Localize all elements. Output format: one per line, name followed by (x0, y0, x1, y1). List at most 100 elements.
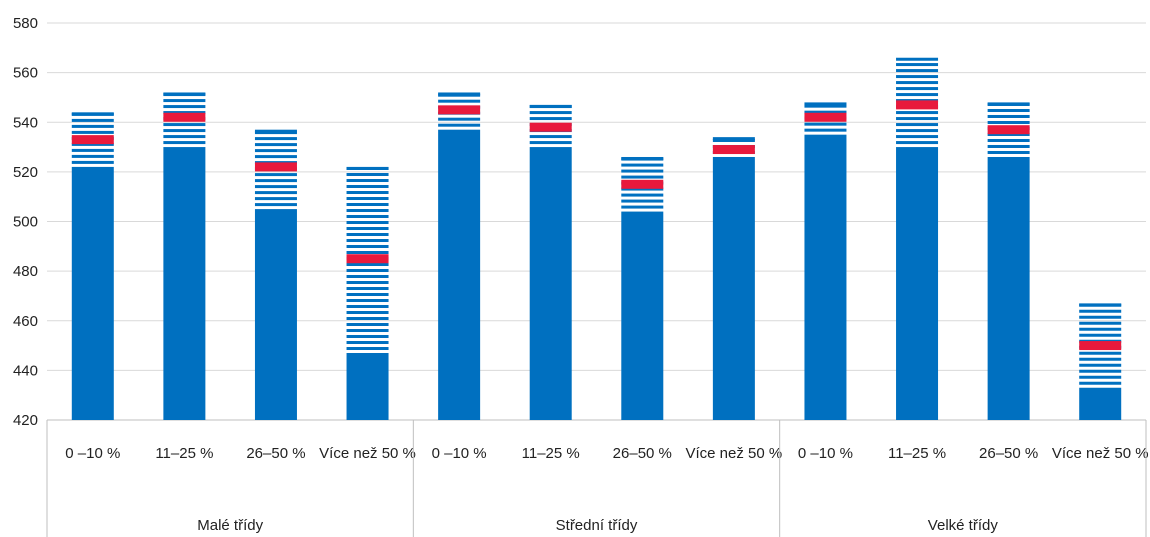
bar-cap (987, 102, 1030, 106)
bar-stripe (1079, 363, 1122, 367)
bar-solid (804, 134, 847, 420)
bar-stripe (254, 137, 297, 141)
x-axis: 0 –10 % 11–25 % 26–50 % Více než 50 % Malé t… (46, 420, 1149, 537)
bar-stripe (346, 239, 389, 243)
bar-stripe (163, 99, 206, 103)
bar-stripe (346, 305, 389, 309)
bar-stripe (621, 187, 664, 191)
bar-stripe (163, 135, 206, 139)
bar-stripe (254, 155, 297, 159)
bar-stripe (346, 191, 389, 195)
bar-stripe (804, 110, 847, 114)
bar-stripe (163, 105, 206, 109)
bar-stripe (896, 141, 939, 145)
bar-stripe (987, 120, 1030, 124)
y-tick-label: 420 (13, 412, 38, 429)
bar-stripe (1079, 351, 1122, 355)
bar-stripe (621, 199, 664, 203)
x-category-label: 26–50 % (613, 445, 672, 462)
bar-stripe (804, 122, 847, 126)
bar-stripe (804, 128, 847, 132)
x-category-label: Více než 50 % (686, 445, 783, 462)
bar-stripe (1079, 369, 1122, 373)
gridlines (47, 22, 1146, 421)
bar-stripe (254, 185, 297, 189)
bar-stripe (71, 130, 114, 134)
bar-stripe (1079, 321, 1122, 325)
bar-solid (71, 166, 114, 420)
mean-marker (621, 179, 664, 189)
y-tick-label: 520 (13, 164, 38, 181)
bar-cap (254, 129, 297, 133)
bar-solid (712, 156, 755, 421)
bar-stripe (346, 299, 389, 303)
bar-cap (438, 92, 481, 96)
bar-stripe (896, 129, 939, 133)
x-category-label: 26–50 % (979, 445, 1038, 462)
bar-cap (529, 104, 572, 108)
y-tick-label: 440 (13, 362, 38, 379)
bar-stripe (987, 114, 1030, 118)
bar-stripe (346, 197, 389, 201)
bar-stripe (254, 203, 297, 207)
bar-stripe (896, 111, 939, 115)
bar-stripe (987, 144, 1030, 148)
x-category-label: 0 –10 % (65, 445, 120, 462)
y-axis: 420 440 460 480 500 520 540 560 580 (13, 15, 38, 429)
bar-stripe (621, 163, 664, 167)
bar-solid (987, 156, 1030, 421)
bar-stripe (346, 185, 389, 189)
bar-stripe (621, 169, 664, 173)
bar-cap (804, 102, 847, 106)
bar-stripe (346, 329, 389, 333)
bar-stripe (346, 323, 389, 327)
mean-marker (529, 122, 572, 132)
x-category-label: 26–50 % (246, 445, 305, 462)
bar-stripe (163, 123, 206, 127)
bar-stripe (346, 215, 389, 219)
bar-stripe (346, 227, 389, 231)
bar-stripe (529, 117, 572, 121)
x-group-label: Malé třídy (197, 517, 263, 534)
bar-stripe (1079, 327, 1122, 331)
bar-stripe (346, 293, 389, 297)
bar-stripe (346, 203, 389, 207)
y-tick-label: 560 (13, 65, 38, 82)
bar-solid (529, 147, 572, 420)
x-category-label: 0 –10 % (432, 445, 487, 462)
bar-stripe (254, 173, 297, 177)
bar-stripe (1079, 333, 1122, 337)
bar-stripe (987, 150, 1030, 154)
bar-stripe (254, 191, 297, 195)
bar-cap (346, 166, 389, 170)
mean-marker (712, 145, 755, 155)
bar-stripe (438, 123, 481, 127)
bar-stripe (987, 108, 1030, 112)
bar-stripe (621, 205, 664, 209)
bar-stripe (621, 193, 664, 197)
bar-solid (163, 147, 206, 420)
bar-cap (71, 112, 114, 116)
bar-stripe (346, 287, 389, 291)
bar-stripe (254, 179, 297, 183)
bar-stripe (896, 123, 939, 127)
mean-marker (987, 125, 1030, 135)
bar-stripe (712, 138, 755, 142)
bar-stripe (346, 173, 389, 177)
bar-solid (254, 209, 297, 420)
bar-stripe (163, 111, 206, 115)
x-category-label: Více než 50 % (1052, 445, 1149, 462)
bar-stripe (346, 347, 389, 351)
bar-stripe (896, 75, 939, 79)
bar-stripe (71, 160, 114, 164)
bar-stripe (1079, 375, 1122, 379)
mean-marker (163, 112, 206, 122)
mean-marker (346, 254, 389, 264)
mean-marker (71, 135, 114, 145)
bar-stripe (896, 87, 939, 91)
bar-stripe (71, 124, 114, 128)
bar-stripe (1079, 315, 1122, 319)
y-tick-label: 480 (13, 263, 38, 280)
x-category-label: 0 –10 % (798, 445, 853, 462)
y-tick-label: 540 (13, 114, 38, 131)
